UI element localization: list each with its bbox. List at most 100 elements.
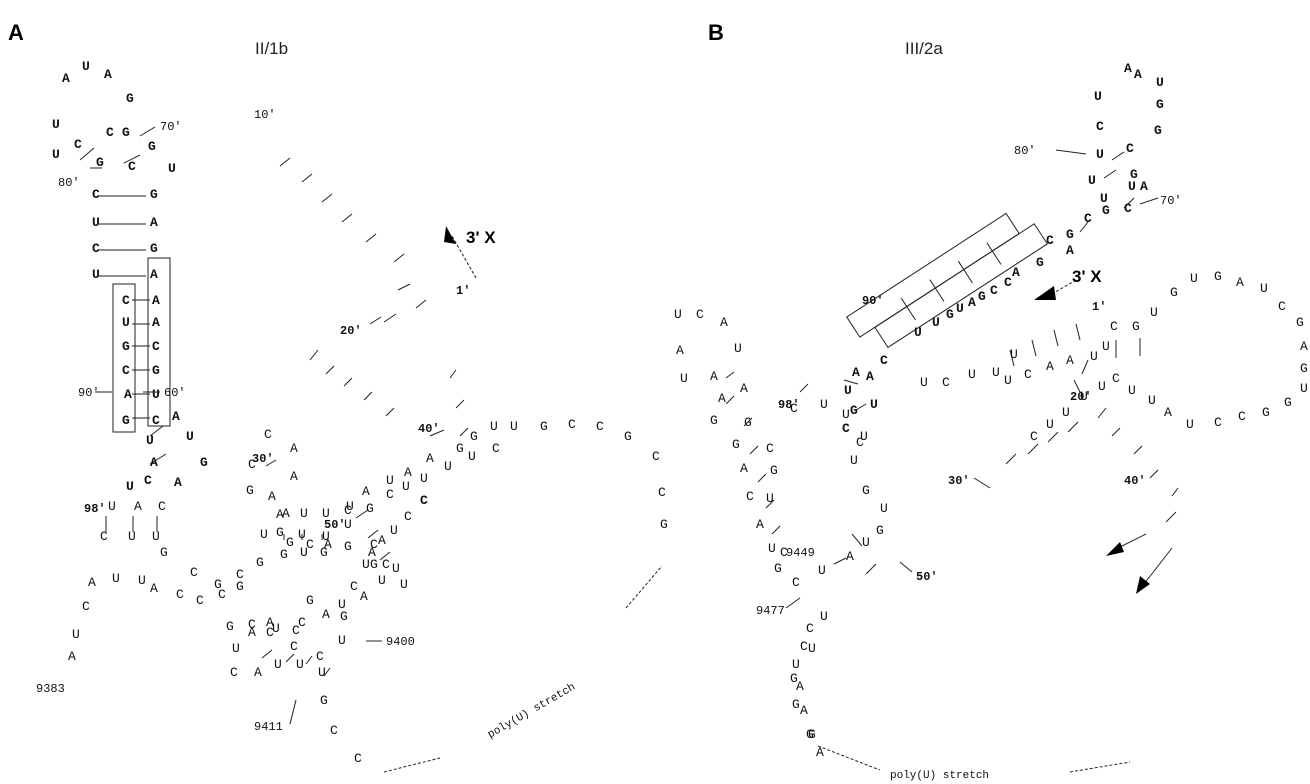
nucleotide: G [148,139,156,154]
nucleotide: G [1262,405,1270,420]
nucleotide: U [818,563,826,578]
label-tick [265,459,277,467]
nucleotide: A [324,537,332,552]
nucleotide: C [128,159,136,174]
nucleotide: G [470,429,478,444]
base-pair-bond [1123,197,1135,209]
nucleotide: G [96,155,104,170]
base-pair-bond [749,445,759,455]
nucleotide: C [790,401,798,416]
nucleotide: C [652,449,660,464]
nucleotide: U [1300,381,1308,396]
nucleotide: C [386,487,394,502]
base-pair-bond [309,349,319,361]
nucleotide: G [876,523,884,538]
nucleotide: C [880,353,888,368]
base-pair-bond [855,403,867,411]
nucleotide: U [844,383,852,398]
nucleotide: A [360,589,368,604]
nucleotide: U [386,473,394,488]
nucleotide: C [1238,409,1246,424]
panel-b-structure: 3' X poly(U) stretch [725,149,1179,782]
nucleotide: U [344,517,352,532]
nucleotide: C [696,307,704,322]
nucleotide: U [850,453,858,468]
nucleotide: U [232,641,240,656]
nucleotide: C [248,457,256,472]
nucleotide: U [1004,373,1012,388]
nucleotide: C [1124,201,1132,216]
nucleotide: U [1096,147,1104,162]
nucleotide: C [298,615,306,630]
nucleotide: A [740,381,748,396]
nucleotide: C [292,623,300,638]
nucleotide: G [320,545,328,560]
nucleotide: A [1236,275,1244,290]
base-pair-bond [379,551,391,561]
nucleotide: C [404,509,412,524]
nucleotide: C [856,435,864,450]
base-pair-bond [305,655,313,665]
base-pair-bond [325,365,335,375]
base-pair-bond [261,649,273,659]
nucleotide: C [74,137,82,152]
nucleotide: U [1260,281,1268,296]
nucleotide: G [540,419,548,434]
nucleotide: C [100,529,108,544]
nucleotide: C [1024,367,1032,382]
nucleotide: C [144,473,152,488]
nucleotide: C [330,723,338,738]
mutation-arrow-line [1143,547,1173,585]
position-number: 1' [1092,300,1106,314]
base-pair-bond [1111,151,1125,161]
base-pair-bond [1165,511,1177,523]
nucleotide: C [370,537,378,552]
nucleotide: U [1062,405,1070,420]
panel-a-letter: A [8,20,24,45]
base-pair-bond [1097,407,1107,419]
nucleotide: A [740,461,748,476]
position-number: 30' [948,474,970,488]
nucleotide: G [624,429,632,444]
nucleotide: G [340,609,348,624]
position-number: 10' [254,108,276,122]
nucleotide: U [880,501,888,516]
nucleotide: A [1012,265,1020,280]
base-pair-bond [757,473,767,483]
nucleotide: C [230,665,238,680]
nucleotide: U [390,523,398,538]
nucleotide: U [992,365,1000,380]
position-number: 90' [78,386,100,400]
nucleotide: U [52,147,60,162]
nucleotide: U [378,573,386,588]
nucleotide: A [172,409,180,424]
three-prime-arrow-head [444,226,456,244]
base-pair-bond [765,499,775,509]
nucleotide: U [870,397,878,412]
nucleotide: G [122,413,130,428]
nucleotide: C [152,339,160,354]
base-pair-bond [285,653,295,663]
nucleotide: G [456,441,464,456]
mutation-arrow-line [1117,533,1147,549]
nucleotide: A [1066,243,1074,258]
nucleotide: C [1004,275,1012,290]
base-pair-bond [986,242,1002,265]
nucleotide: C [176,587,184,602]
position-number: 9400 [386,635,415,649]
base-pair-bond [900,297,916,321]
nucleotide: U [168,161,176,176]
nucleotide: A [150,581,158,596]
base-pair-bond [929,279,945,302]
nucleotide: C [1096,119,1104,134]
nucleotide: G [808,727,816,742]
nucleotide: U [338,597,346,612]
nucleotide: G [770,463,778,478]
base-pair-bond [865,563,877,575]
nucleotide: U [112,571,120,586]
nucleotide: U [1156,75,1164,90]
base-pair-bond [385,407,395,417]
nucleotide: A [1140,179,1148,194]
nucleotide: U [1080,389,1088,404]
base-pair-bond [415,299,427,309]
